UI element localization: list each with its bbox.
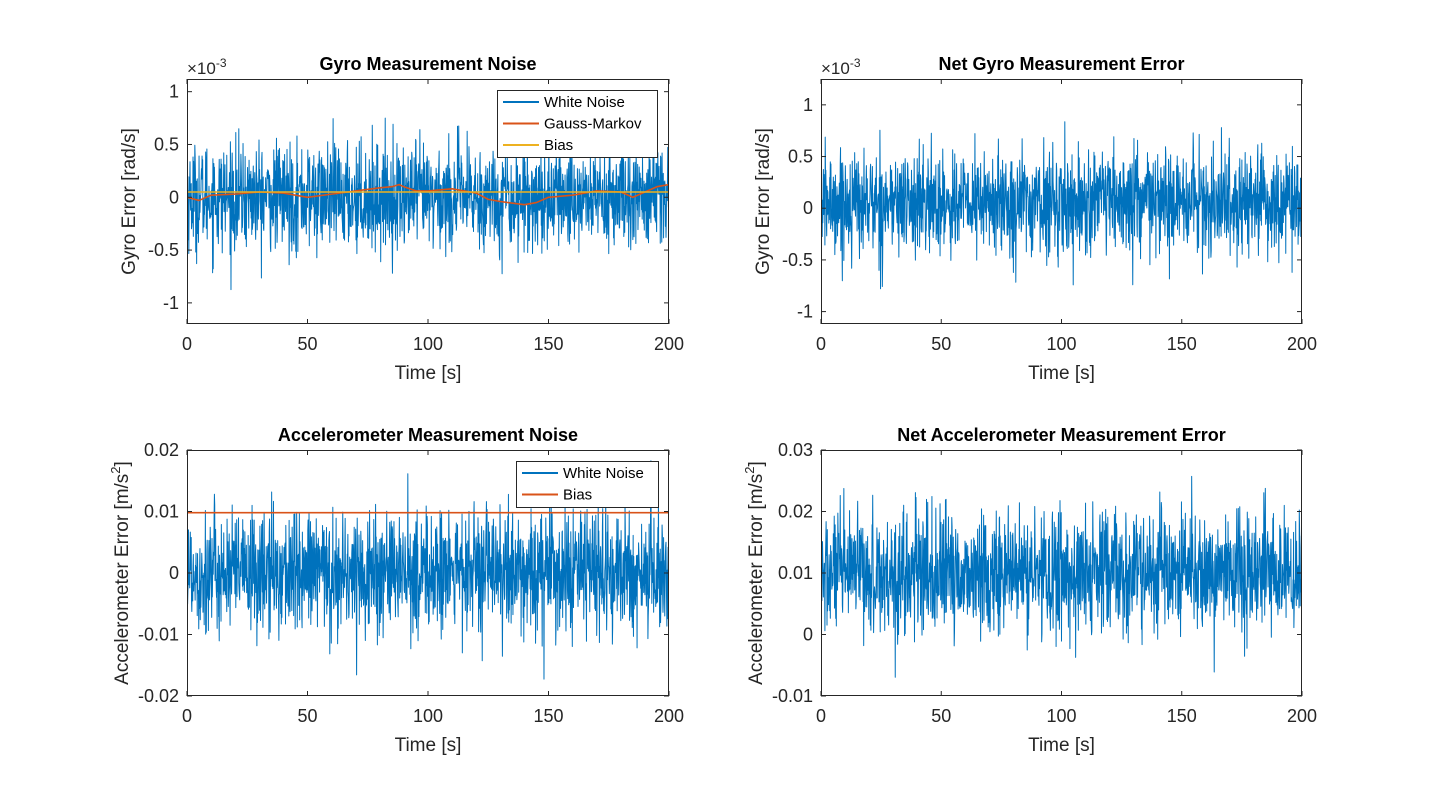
series-net-error-line — [821, 121, 1302, 290]
series-white-noise-line — [187, 113, 669, 291]
y-tick-label: -0.5 — [148, 240, 179, 260]
x-tick-label: 150 — [1167, 334, 1197, 354]
y-axis-label: Accelerometer Error [m/s2] — [742, 461, 767, 685]
y-tick-label: -0.01 — [772, 686, 813, 706]
legend-box — [516, 461, 659, 508]
x-tick-label: 50 — [297, 706, 317, 726]
x-tick-label: 50 — [297, 334, 317, 354]
x-axis-label: Time [s] — [395, 363, 462, 384]
x-tick-label: 0 — [182, 706, 192, 726]
y-axis-label: Gyro Error [rad/s] — [119, 128, 140, 275]
legend: White Noise Bias — [516, 461, 659, 508]
y-tick-label: 0.01 — [144, 502, 179, 522]
y-tick-label: -0.02 — [138, 686, 179, 706]
chart-title: Net Gyro Measurement Error — [938, 54, 1184, 74]
y-tick-label: 0 — [169, 563, 179, 583]
x-tick-label: 100 — [413, 334, 443, 354]
y-tick-label: 1 — [169, 82, 179, 102]
y-tick-label: 0.02 — [144, 440, 179, 460]
x-tick-label: 100 — [1046, 706, 1076, 726]
chart-title: Net Accelerometer Measurement Error — [897, 425, 1225, 445]
legend-entry-label: White Noise — [544, 94, 625, 111]
x-tick-label: 50 — [931, 334, 951, 354]
y-tick-label: 0.01 — [778, 563, 813, 583]
data-layer — [187, 113, 669, 291]
x-tick-label: 150 — [533, 706, 563, 726]
legend-entry-label: Bias — [563, 487, 592, 504]
x-tick-label: 150 — [1167, 706, 1197, 726]
data-layer — [821, 121, 1302, 290]
y-tick-label: -1 — [797, 302, 813, 322]
series-net-error-line — [821, 475, 1302, 678]
x-tick-label: 150 — [533, 334, 563, 354]
data-layer — [187, 460, 669, 680]
y-tick-label: 0 — [803, 198, 813, 218]
subplot-2: 0 50 100 150 200 -1 -0.5 0 0.5 1 ×10-3 Net Gyro Mea… — [753, 54, 1317, 384]
chart-title: Accelerometer Measurement Noise — [278, 425, 578, 445]
x-tick-label: 200 — [1287, 334, 1317, 354]
y-axis-label: Accelerometer Error [m/s2] — [108, 461, 133, 685]
y-tick-label: 0.5 — [154, 134, 179, 154]
x-tick-label: 0 — [816, 706, 826, 726]
x-tick-label: 200 — [1287, 706, 1317, 726]
x-tick-label: 200 — [654, 334, 684, 354]
x-axis-label: Time [s] — [1028, 735, 1095, 756]
x-axis-label: Time [s] — [395, 735, 462, 756]
x-tick-label: 0 — [816, 334, 826, 354]
chart-title: Gyro Measurement Noise — [319, 54, 536, 74]
subplot-3: 0 50 100 150 200 -0.02 -0.01 0 0.01 0.02 Accelerom… — [108, 425, 684, 756]
y-exponent-label: ×10-3 — [821, 56, 861, 78]
legend-entry-label: Gauss-Markov — [544, 116, 642, 133]
y-tick-label: 0 — [803, 625, 813, 645]
y-tick-label: 1 — [803, 95, 813, 115]
y-tick-label: 0.02 — [778, 502, 813, 522]
y-tick-label: 0.5 — [788, 147, 813, 167]
x-tick-label: 0 — [182, 334, 192, 354]
x-tick-label: 50 — [931, 706, 951, 726]
y-tick-label: -0.5 — [782, 250, 813, 270]
x-tick-label: 100 — [413, 706, 443, 726]
x-tick-label: 200 — [654, 706, 684, 726]
y-tick-label: 0.03 — [778, 440, 813, 460]
y-axis-label: Gyro Error [rad/s] — [753, 128, 774, 275]
y-tick-label: -1 — [163, 293, 179, 313]
x-tick-label: 100 — [1046, 334, 1076, 354]
y-tick-label: -0.01 — [138, 625, 179, 645]
y-exponent-label: ×10-3 — [187, 56, 227, 78]
data-layer — [821, 475, 1302, 678]
subplot-1: 0 50 100 150 200 -1 -0.5 0 0.5 1 ×10-3 Gyro Measure… — [119, 54, 684, 384]
x-axis-label: Time [s] — [1028, 363, 1095, 384]
legend: White Noise Gauss-Markov Bias — [497, 90, 658, 158]
y-tick-label: 0 — [169, 187, 179, 207]
legend-entry-label: Bias — [544, 137, 573, 154]
series-white-noise-line — [187, 460, 669, 680]
legend-entry-label: White Noise — [563, 465, 644, 482]
